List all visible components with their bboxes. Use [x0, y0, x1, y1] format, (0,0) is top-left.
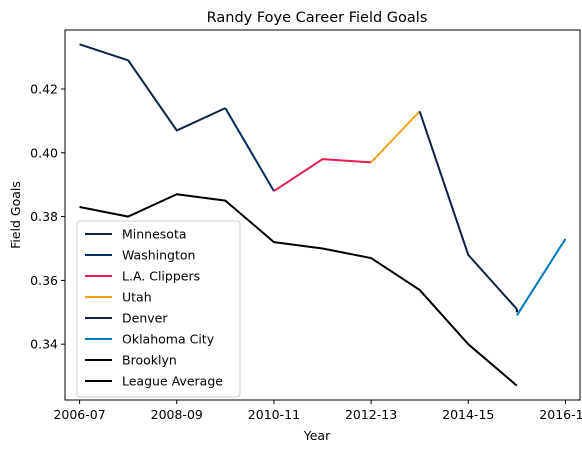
y-tick-label-3: 0.40	[30, 145, 58, 160]
y-tick-label-1: 0.36	[30, 273, 58, 288]
y-tick-label-2: 0.38	[30, 209, 58, 224]
legend-label-6: Brooklyn	[122, 353, 177, 368]
series-line-0	[79, 43, 226, 132]
chart-title: Randy Foye Career Field Goals	[207, 10, 428, 26]
series-line-3	[370, 110, 421, 164]
series-line-4	[418, 111, 518, 310]
legend-label-7: League Average	[122, 374, 223, 389]
legend-box	[76, 220, 241, 398]
series-line-7	[79, 193, 518, 387]
series-line-1	[224, 107, 275, 192]
y-tick-label-4: 0.42	[30, 82, 58, 97]
y-axis-label: Field Goals	[8, 181, 23, 249]
x-tick-label-3: 2012-13	[345, 407, 397, 422]
legend-label-5: Oklahoma City	[122, 332, 215, 347]
x-tick-label-5: 2016-17	[539, 407, 582, 422]
plot-frame	[64, 29, 581, 401]
x-tick-label-0: 2006-07	[53, 407, 105, 422]
series-line-2	[273, 158, 372, 192]
x-axis-label: Year	[303, 428, 331, 443]
series-line-5	[515, 238, 567, 317]
legend-label-2: L.A. Clippers	[122, 269, 200, 284]
legend-label-1: Washington	[122, 248, 195, 263]
x-tick-label-2: 2010-11	[248, 407, 300, 422]
legend: Minnesota Washington L.A. Clippers Utah Denv…	[76, 220, 241, 398]
x-tick-label-1: 2008-09	[151, 407, 203, 422]
legend-label-4: Denver	[122, 311, 168, 326]
x-tick-label-4: 2014-15	[442, 407, 494, 422]
legend-label-3: Utah	[122, 290, 152, 305]
y-tick-label-0: 0.34	[30, 337, 58, 352]
ticks-layer: 2006-07 2008-09 2010-11 2012-13 2014-15 2016-…	[30, 82, 582, 422]
series-layer	[79, 43, 567, 387]
legend-label-0: Minnesota	[122, 227, 187, 242]
